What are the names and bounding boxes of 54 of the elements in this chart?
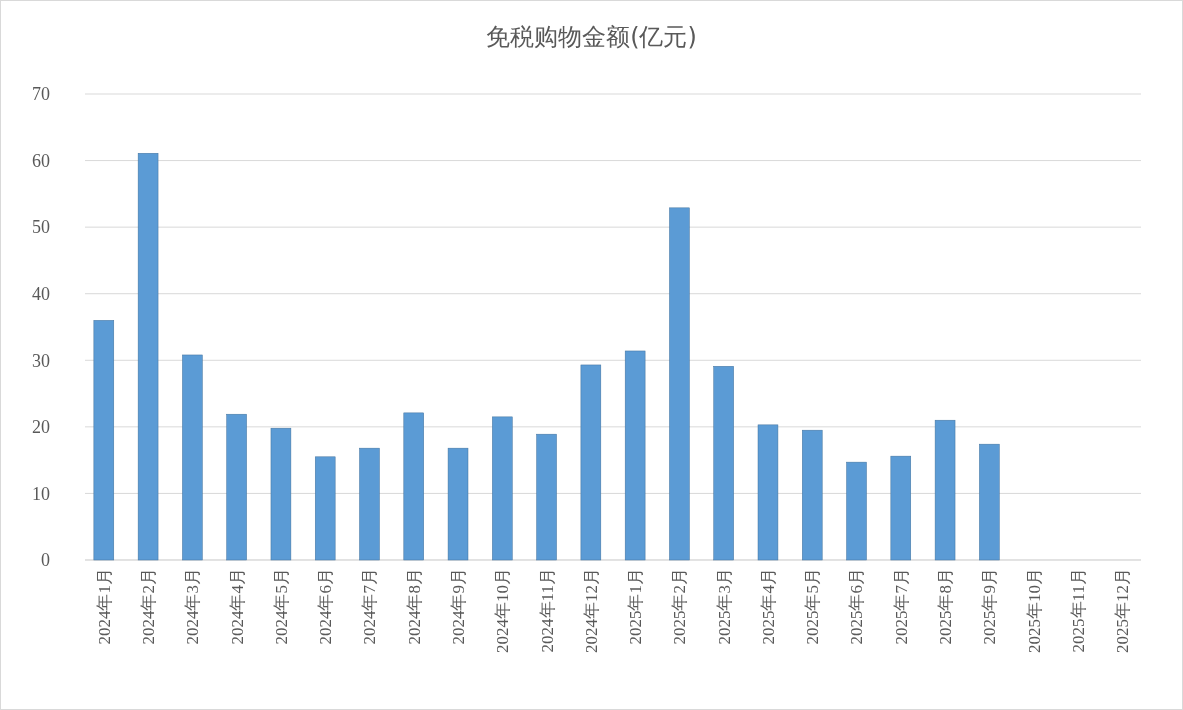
bar — [403, 412, 424, 561]
x-tick-label: 2025年6月 — [847, 568, 867, 645]
x-tick-label: 2025年7月 — [891, 568, 911, 645]
bar — [536, 433, 557, 561]
bar — [624, 350, 646, 561]
x-tick-label: 2024年2月 — [139, 568, 159, 645]
x-tick-label: 2024年4月 — [227, 568, 247, 645]
bar — [757, 424, 779, 561]
y-tick-label: 70 — [32, 84, 50, 105]
x-tick-label: 2025年1月 — [626, 568, 646, 645]
bar — [492, 416, 513, 561]
bar — [846, 461, 867, 561]
x-tick-label: 2024年10月 — [493, 568, 513, 653]
bar — [669, 207, 690, 561]
x-tick-label: 2024年12月 — [581, 568, 601, 653]
chart-title: 免税购物金额(亿元) — [486, 23, 697, 51]
bar — [226, 413, 247, 561]
bar — [580, 364, 602, 561]
x-tick-label: 2025年5月 — [803, 568, 823, 645]
y-tick-label: 20 — [32, 417, 50, 438]
bar — [137, 153, 159, 561]
bar — [713, 366, 734, 561]
bar — [270, 427, 292, 561]
bar — [890, 455, 912, 561]
x-tick-label: 2024年1月 — [94, 568, 114, 645]
x-tick-label: 2025年11月 — [1068, 568, 1088, 653]
y-tick-label: 60 — [32, 150, 50, 171]
x-tick-label: 2025年10月 — [1024, 568, 1044, 653]
x-tick-label: 2024年3月 — [183, 568, 203, 645]
x-tick-label: 2025年9月 — [980, 568, 1000, 645]
y-tick-label: 30 — [32, 350, 50, 371]
bar — [314, 456, 336, 561]
bar — [182, 354, 203, 561]
bar — [979, 443, 1000, 561]
x-tick-label: 2024年6月 — [316, 568, 336, 645]
x-tick-label: 2024年11月 — [537, 568, 557, 653]
x-tick-label: 2024年8月 — [404, 568, 424, 645]
bar — [93, 320, 115, 561]
x-tick-label: 2024年9月 — [448, 568, 468, 645]
x-tick-label: 2025年2月 — [670, 568, 690, 645]
x-tick-label: 2025年8月 — [936, 568, 956, 645]
x-tick-label: 2024年5月 — [271, 568, 291, 645]
y-tick-label: 0 — [41, 550, 50, 571]
x-tick-label: 2024年7月 — [360, 568, 380, 645]
bar — [934, 419, 956, 561]
y-tick-label: 50 — [32, 217, 50, 238]
x-tick-label: 2025年4月 — [758, 568, 778, 645]
bar — [359, 447, 380, 561]
bar — [447, 447, 469, 561]
x-tick-label: 2025年3月 — [714, 568, 734, 645]
x-tick-label: 2025年12月 — [1113, 568, 1133, 653]
y-tick-label: 40 — [32, 284, 50, 305]
y-tick-label: 10 — [32, 483, 50, 504]
bar — [802, 429, 823, 561]
